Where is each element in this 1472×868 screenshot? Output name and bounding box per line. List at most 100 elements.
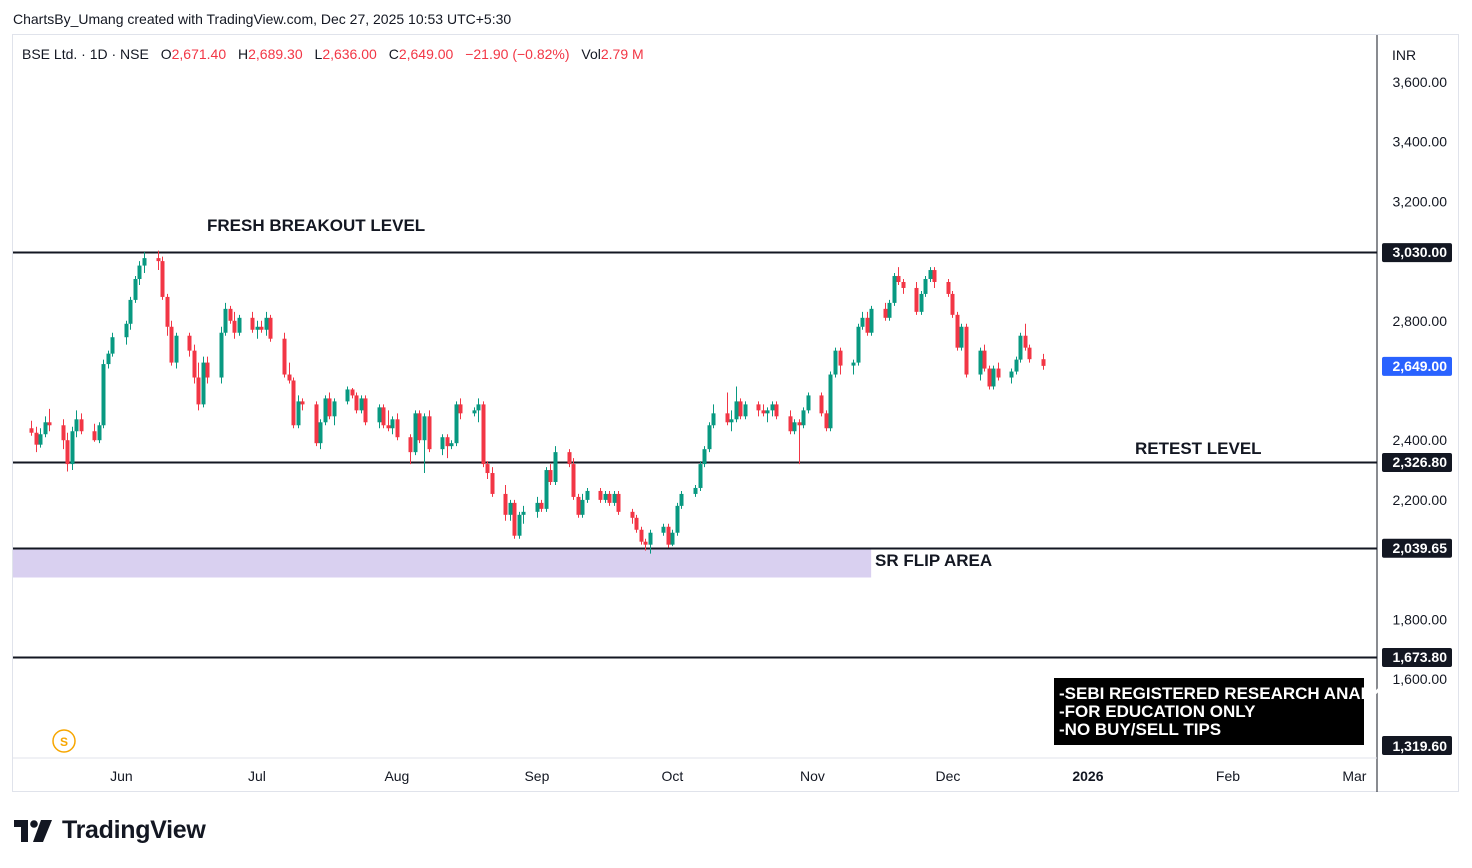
candle-body bbox=[928, 270, 933, 280]
candle-body bbox=[598, 490, 603, 500]
candle bbox=[792, 419, 797, 435]
candle-body bbox=[521, 511, 526, 515]
candle bbox=[445, 434, 450, 459]
candle-body bbox=[1018, 335, 1023, 360]
candle bbox=[476, 398, 481, 423]
x-tick-label: Nov bbox=[800, 768, 825, 784]
x-tick-label: Oct bbox=[662, 768, 684, 784]
level-price-tag-0: 3,030.00 bbox=[1393, 244, 1448, 260]
bottom-price-tag: 1,319.60 bbox=[1393, 738, 1448, 754]
candle-body bbox=[74, 419, 79, 432]
candle-body bbox=[124, 323, 129, 338]
currency-label[interactable]: INR bbox=[1392, 47, 1416, 63]
candle bbox=[314, 401, 319, 447]
x-tick-label: Jun bbox=[110, 768, 133, 784]
candle bbox=[47, 408, 52, 432]
chart-frame[interactable] bbox=[12, 34, 1459, 792]
x-tick-label: Mar bbox=[1342, 768, 1366, 784]
candle-body bbox=[422, 416, 427, 441]
candle bbox=[390, 416, 395, 435]
candle-body bbox=[679, 493, 684, 506]
candle-body bbox=[792, 422, 797, 432]
sr-flip-zone bbox=[13, 547, 872, 578]
candle bbox=[860, 311, 865, 330]
candle bbox=[192, 344, 197, 384]
candle bbox=[332, 398, 337, 426]
candle bbox=[223, 302, 228, 336]
candle-body bbox=[219, 332, 224, 378]
candle-body bbox=[1014, 359, 1019, 372]
candle bbox=[580, 493, 585, 518]
candle bbox=[666, 523, 671, 548]
candle-body bbox=[38, 434, 43, 445]
candle-body bbox=[892, 276, 897, 303]
candle-body bbox=[761, 410, 766, 414]
candle-body bbox=[259, 326, 264, 330]
candle bbox=[174, 332, 179, 369]
candle bbox=[539, 499, 544, 512]
candle bbox=[92, 423, 97, 442]
candle bbox=[1014, 356, 1019, 375]
y-tick-label: 1,600.00 bbox=[1393, 671, 1448, 687]
candle bbox=[887, 299, 892, 321]
candle-body bbox=[548, 470, 553, 482]
candle-body bbox=[287, 374, 292, 381]
candle-body bbox=[707, 425, 712, 450]
level-price-tag-3-bg bbox=[1382, 647, 1452, 667]
candle-body bbox=[801, 410, 806, 426]
dividend-marker-icon[interactable]: S bbox=[52, 729, 76, 753]
chart-caption: ChartsBy_Umang created with TradingView.… bbox=[13, 11, 512, 27]
candle bbox=[698, 461, 703, 491]
candle bbox=[702, 446, 707, 468]
candle bbox=[585, 487, 590, 503]
candle-body bbox=[174, 335, 179, 363]
candle-body bbox=[101, 364, 106, 426]
disclaimer-line: -SEBI REGISTERED RESEARCH ANALYST bbox=[1059, 684, 1403, 703]
candle bbox=[74, 410, 79, 438]
symbol-info[interactable]: BSE Ltd. · 1D · NSE bbox=[22, 46, 149, 62]
candle bbox=[1023, 323, 1028, 351]
close-value: 2,649.00 bbox=[398, 46, 454, 62]
candle-body bbox=[987, 368, 992, 387]
candle bbox=[598, 487, 603, 503]
candle-body bbox=[648, 532, 653, 545]
candle bbox=[950, 290, 955, 318]
candle-body bbox=[923, 279, 928, 294]
candle bbox=[142, 252, 147, 274]
candle-body bbox=[955, 314, 960, 348]
candle-body bbox=[1041, 359, 1046, 366]
candle bbox=[761, 404, 766, 417]
candle bbox=[521, 505, 526, 524]
candle-body bbox=[363, 398, 368, 423]
candle-body bbox=[481, 404, 486, 465]
candle bbox=[287, 362, 292, 384]
candle bbox=[43, 416, 48, 438]
tradingview-logo[interactable]: TradingView bbox=[14, 816, 206, 845]
candle bbox=[259, 320, 264, 333]
candle bbox=[869, 305, 874, 336]
candle-body bbox=[327, 398, 332, 417]
candle bbox=[517, 511, 522, 539]
candle bbox=[110, 332, 115, 357]
candle-body bbox=[427, 416, 432, 450]
candle-body bbox=[670, 532, 675, 545]
candle-body bbox=[255, 326, 260, 330]
candle-body bbox=[607, 493, 612, 503]
candle-body bbox=[616, 493, 621, 512]
candle-body bbox=[535, 502, 540, 512]
candle bbox=[160, 256, 165, 300]
candle bbox=[535, 496, 540, 518]
y-tick-label: 3,200.00 bbox=[1393, 193, 1448, 209]
candle-body bbox=[797, 422, 802, 426]
candle bbox=[124, 320, 129, 345]
candle bbox=[458, 398, 463, 420]
candle bbox=[824, 410, 829, 432]
last-price-tag: 2,649.00 bbox=[1393, 358, 1448, 374]
candle-body bbox=[666, 526, 671, 545]
candle-body bbox=[490, 473, 495, 494]
change-value: −21.90 (−0.82%) bbox=[465, 46, 570, 62]
candle bbox=[363, 395, 368, 426]
candle bbox=[205, 356, 210, 384]
candle bbox=[408, 434, 413, 465]
